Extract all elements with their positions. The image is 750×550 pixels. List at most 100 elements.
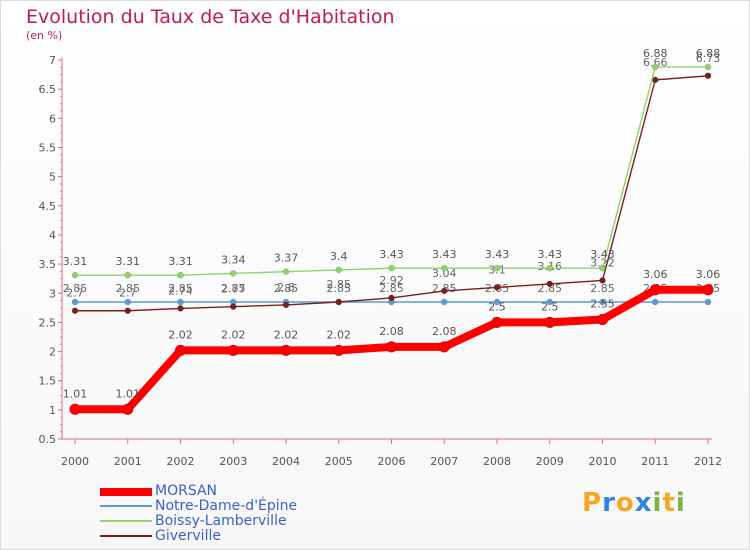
y-tick-label: 4 <box>49 229 56 242</box>
data-label: 3.43 <box>485 248 510 261</box>
data-label: 2.92 <box>379 274 404 287</box>
logo-letter: i <box>675 488 686 518</box>
logo-letter: x <box>634 488 653 518</box>
legend-swatch-boissy <box>100 520 152 522</box>
data-label: 2.85 <box>274 282 299 295</box>
data-point <box>652 298 659 306</box>
x-tick-label: 2004 <box>272 455 300 468</box>
y-tick-label: 4.5 <box>39 200 57 213</box>
data-label: 1.01 <box>116 387 141 400</box>
data-point <box>441 264 448 272</box>
series-giverville: 2.72.72.742.772.82.852.923.043.13.163.22… <box>66 52 720 314</box>
data-point <box>546 280 553 288</box>
data-label: 2.08 <box>432 325 457 338</box>
data-label: 2.85 <box>63 282 88 295</box>
data-label: 3.43 <box>379 248 404 261</box>
data-label: 6.88 <box>643 47 668 60</box>
logo-letter: i <box>652 488 663 518</box>
logo-letter: P <box>582 488 603 518</box>
data-point <box>652 63 659 71</box>
x-tick-label: 2005 <box>325 455 353 468</box>
data-point <box>124 271 131 279</box>
data-label: 2.02 <box>221 328 246 341</box>
data-point <box>71 307 79 314</box>
data-label: 3.4 <box>330 250 348 263</box>
y-tick-label: 5 <box>49 171 56 184</box>
data-label: 2.02 <box>168 328 193 341</box>
data-point <box>649 284 661 296</box>
x-tick-label: 2012 <box>694 455 722 468</box>
y-tick-label: 6 <box>49 112 56 125</box>
data-point <box>69 403 81 416</box>
data-label: 2.85 <box>116 282 141 295</box>
data-point <box>441 287 448 295</box>
data-point <box>493 298 501 306</box>
data-point <box>335 266 342 274</box>
data-point <box>174 344 187 357</box>
data-point <box>177 305 184 312</box>
data-label: 3.43 <box>432 248 457 261</box>
data-point <box>230 303 237 310</box>
y-tick-label: 1.5 <box>39 375 57 388</box>
data-label: 2.7 <box>66 287 84 300</box>
series-boissy-lamberville: 3.31 3.31 3.31 3.34 3.37 3.4 3.43 3.43 3.43 3.43 3… <box>63 47 721 279</box>
data-point <box>71 271 79 279</box>
data-label: 2.8 <box>277 281 295 294</box>
legend-label-morsan: MORSAN <box>155 483 218 499</box>
y-tick-label: 2.5 <box>39 316 57 329</box>
data-point <box>546 298 553 306</box>
x-tick-label: 2011 <box>641 455 669 468</box>
x-tick-label: 2010 <box>589 455 617 468</box>
data-point <box>599 264 606 272</box>
data-label: 2.5 <box>541 300 559 313</box>
y-tick-label: 6.5 <box>39 83 57 96</box>
data-label: 2.85 <box>168 282 193 295</box>
series-line <box>74 66 709 276</box>
data-point <box>124 307 131 314</box>
y-tick-label: 3 <box>49 287 56 300</box>
data-label: 2.5 <box>488 300 506 313</box>
legend-label-giverville: Giverville <box>155 528 221 544</box>
data-point <box>438 341 450 353</box>
data-point <box>71 298 79 306</box>
data-label: 6.73 <box>696 52 721 65</box>
y-tick-label: 0.5 <box>39 433 57 446</box>
legend-label-notre-dame: Notre-Dame-d'Épine <box>155 498 298 514</box>
proxiti-logo: Proxiti <box>582 488 686 518</box>
data-label: 3.04 <box>432 267 457 280</box>
chart-title: Evolution du Taux de Taxe d'Habitation <box>26 6 395 28</box>
data-point <box>704 63 712 71</box>
data-label: 3.37 <box>274 252 299 265</box>
data-label: 2.7 <box>119 287 137 300</box>
data-label: 3.06 <box>643 268 668 281</box>
legend-swatch-morsan <box>100 488 152 496</box>
data-label: 2.85 <box>590 282 615 295</box>
y-tick-label: 7 <box>49 54 56 67</box>
data-label: 3.22 <box>590 256 615 269</box>
x-tick-label: 2003 <box>219 455 247 468</box>
data-point <box>388 264 395 272</box>
data-point <box>177 298 184 306</box>
data-label: 1.01 <box>63 387 88 400</box>
y-tick-label: 5.5 <box>39 142 57 155</box>
data-point <box>544 316 556 329</box>
x-tick-label: 2000 <box>61 455 89 468</box>
data-point <box>599 277 606 284</box>
data-point <box>596 313 609 326</box>
data-label: 6.88 <box>696 47 721 60</box>
data-label: 2.55 <box>590 297 615 310</box>
data-label: 2.74 <box>168 284 193 297</box>
data-label: 3.31 <box>63 255 88 268</box>
y-tick-label: 2 <box>49 346 56 359</box>
logo-letter: o <box>615 488 635 518</box>
data-label: 3.34 <box>221 253 246 266</box>
logo-letter: r <box>602 488 616 518</box>
data-point <box>282 268 290 275</box>
x-tick-label: 2001 <box>114 455 142 468</box>
data-point <box>704 298 712 306</box>
data-label: 3.43 <box>538 248 563 261</box>
data-label: 2.85 <box>379 282 404 295</box>
y-tick-label: 1 <box>49 404 56 417</box>
data-point <box>493 284 501 291</box>
